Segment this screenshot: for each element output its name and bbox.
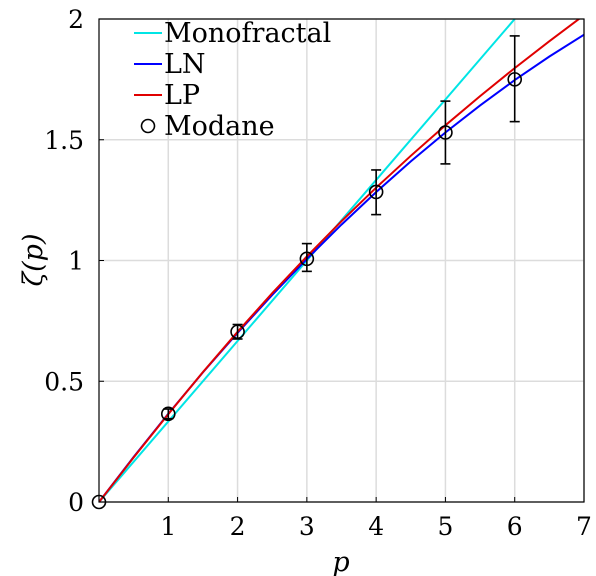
legend-marker-modane bbox=[142, 120, 155, 133]
y-tick-label: 2 bbox=[68, 5, 84, 34]
x-tick-label: 2 bbox=[230, 512, 246, 541]
y-tick-label: 1.5 bbox=[44, 126, 84, 155]
x-tick-label: 3 bbox=[299, 512, 315, 541]
legend-label-lp: LP bbox=[164, 80, 200, 111]
y-tick-label: 0.5 bbox=[44, 367, 84, 396]
legend-label-modane: Modane bbox=[164, 111, 275, 142]
y-tick-label: 1 bbox=[68, 247, 84, 276]
x-tick-label: 5 bbox=[437, 512, 453, 541]
x-tick-label: 1 bbox=[160, 512, 176, 541]
x-tick-label: 7 bbox=[576, 512, 592, 541]
x-tick-label: 4 bbox=[368, 512, 384, 541]
x-tick-label: 6 bbox=[507, 512, 523, 541]
y-axis-label: ζ(p) bbox=[18, 234, 49, 287]
legend-label-ln: LN bbox=[164, 49, 206, 80]
x-axis-label: p bbox=[332, 547, 349, 576]
axis-ticks: 1 2 3 4 5 6 7 0 0.5 1 1.5 2 bbox=[44, 5, 592, 541]
legend-label-monofractal: Monofractal bbox=[164, 18, 331, 49]
y-tick-label: 0 bbox=[68, 488, 84, 517]
